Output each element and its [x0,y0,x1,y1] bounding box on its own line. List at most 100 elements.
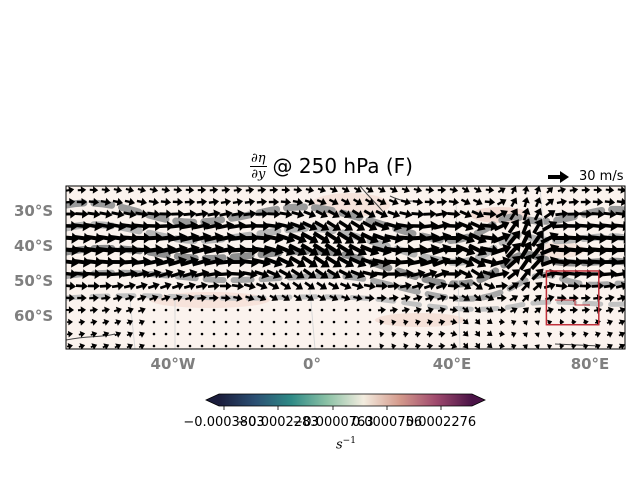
wind-arrow-head [308,209,317,219]
wind-arrow-head [116,197,124,206]
wind-arrow-head [474,342,481,349]
wind-arrow-head [369,245,380,257]
wind-arrow-head [70,269,78,279]
wind-arrow-head [153,209,161,219]
wind-arrow-head [464,209,473,219]
wind-arrow-head [486,318,493,324]
wind-arrow-head [319,270,329,279]
wind-arrow-head [201,209,209,219]
wind-arrow-head [416,186,423,194]
wind-arrow-head [403,186,410,194]
lon-tick-label: 80°E [570,355,610,373]
calm-vector-dot [356,332,360,336]
wind-arrow-head [81,281,89,291]
wind-arrow-head [248,198,256,207]
wind-arrow-head [595,343,601,349]
wind-arrow-head [127,306,134,314]
wind-arrow-head [368,294,375,302]
wind-arrow-head [152,197,160,206]
calm-vector-dot [356,308,360,312]
wind-arrow-head [201,281,208,291]
wind-arrow-head [188,186,195,194]
wind-arrow-head [68,306,75,314]
wind-arrow-head [332,234,343,244]
wind-arrow-head [344,270,353,279]
wind-arrow-head [490,221,499,232]
wind-arrow-shaft [612,259,625,265]
wind-arrow-head [141,269,150,279]
wind-arrow-head [501,281,509,291]
wind-arrow-head [548,281,556,291]
wind-arrow-head [391,186,398,193]
wind-arrow-head [285,221,295,232]
wind-arrow-head [404,306,410,314]
wind-arrow-head [212,186,219,194]
colorbar-min-extend [206,394,219,406]
wind-arrow-head [104,306,110,314]
wind-arrow-head [296,270,305,279]
calm-vector-dot [332,320,336,324]
wind-arrow-head [248,281,256,291]
wind-arrow-head [500,306,507,314]
wind-arrow-head [297,221,306,232]
wind-arrow-head [274,209,281,219]
wind-arrow-head [164,186,171,194]
wind-arrow-head [382,269,390,279]
wind-arrow-head [188,294,195,302]
wind-arrow-head [583,343,589,349]
wind-arrow-head [392,294,399,302]
calm-vector-dot [332,344,336,348]
wind-arrow-head [535,255,545,265]
wind-arrow-head [405,281,412,291]
wind-arrow-head [200,186,207,194]
wind-arrow-head [369,269,378,279]
calm-vector-dot [236,332,240,336]
wind-arrow-head [297,245,307,257]
calm-vector-dot [188,332,192,336]
wind-arrow-head [319,186,327,194]
calm-vector-dot [368,344,372,348]
calm-vector-dot [212,308,216,312]
wind-arrow-head [273,197,280,207]
wind-arrow-head [510,197,518,205]
wind-arrow-head [381,233,392,244]
wind-arrow-head [548,294,555,302]
wind-arrow-head [464,269,473,279]
calm-vector-dot [164,332,168,336]
wind-arrow-head [451,342,458,349]
wind-arrow-head [607,343,613,349]
wind-arrow-head [202,220,211,231]
calm-vector-dot [164,320,168,324]
wind-arrow-head [91,331,98,338]
wind-arrow-head [406,269,414,279]
wind-arrow-head [70,209,77,219]
wind-arrow-head [621,209,625,219]
wind-arrow-head [623,256,625,268]
wind-arrow-head [502,256,512,267]
plot-title: ∂η ∂y @ 250 hPa (F) [250,146,413,186]
calm-vector-dot [332,332,336,336]
calm-vector-dot [272,332,276,336]
wind-arrow-head [499,198,507,206]
wind-arrow-head [116,186,123,194]
wind-arrow-head [271,282,280,290]
wind-arrow-head [283,282,292,290]
wind-arrow-head [139,319,145,326]
wind-arrow-head [213,281,221,291]
calm-vector-dot [296,320,300,324]
calm-vector-dot [320,308,324,312]
wind-arrow-head [236,186,243,194]
wind-arrow-head [620,294,625,302]
wind-arrow-head [344,246,355,256]
wind-arrow-head [489,197,496,207]
wind-arrow-head [356,281,364,291]
wind-arrow-head [224,294,231,302]
calm-vector-dot [296,332,300,336]
wind-arrow-head [166,256,176,267]
wind-arrow-head [201,269,210,279]
wind-arrow-head [499,342,505,349]
wind-arrow-head [261,198,268,207]
wind-arrow-head [127,331,134,338]
wind-arrow-head [130,269,138,279]
colorbar-unit-exponent: −1 [342,436,356,446]
